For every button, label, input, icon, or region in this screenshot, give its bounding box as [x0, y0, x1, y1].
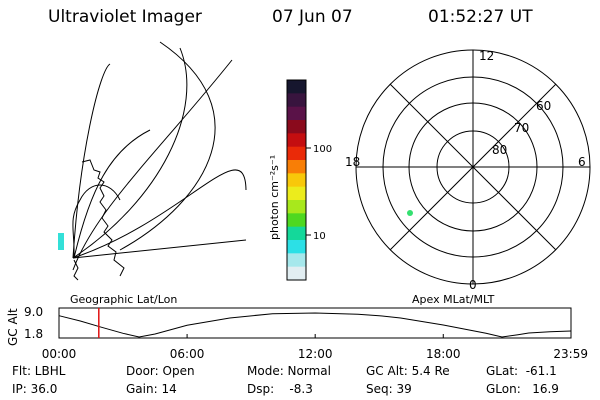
lat-circle-3: [72, 169, 247, 259]
y-tick-label-top: 9.0: [24, 305, 43, 319]
colorbar-cell: [287, 160, 306, 174]
colorbar-cell: [287, 266, 306, 281]
colorbar-cell: [287, 133, 306, 148]
colorbar-cell: [287, 120, 306, 134]
colorbar-cell: [287, 186, 306, 201]
meridian-2: [72, 239, 247, 259]
mlt-label-0: 0: [469, 278, 477, 292]
colorbar-tick-label-100: 100: [313, 144, 332, 155]
colorbar-cell: [287, 93, 306, 108]
coastline: [73, 159, 125, 281]
lat-label-70: 70: [514, 121, 529, 135]
aurora-emission: [58, 233, 64, 250]
lat-circle-4: [119, 41, 216, 251]
glat-value: GLat: -61.1: [486, 364, 557, 378]
mode-value: Mode: Normal: [247, 364, 331, 378]
observation-time: 01:52:27 UT: [428, 7, 533, 27]
x-tick-label: 06:00: [170, 347, 205, 361]
mlt-label-6: 6: [578, 155, 586, 169]
filter-value: Flt: LBHL: [12, 364, 66, 378]
colorbar-cell: [287, 253, 306, 268]
colorbar-cell: [287, 106, 306, 121]
lat-label-60: 60: [536, 99, 551, 113]
polar-panel-label: Apex MLat/MLT: [412, 293, 495, 306]
colorbar-cell: [287, 146, 306, 161]
colorbar-cell: [287, 173, 306, 188]
small-circle: [72, 184, 121, 259]
x-tick-label: 23:59: [553, 347, 588, 361]
colorbar-cell: [287, 226, 306, 241]
glon-value: GLon: 16.9: [486, 382, 559, 396]
y-axis-label: GC Alt: [6, 308, 20, 346]
x-tick-label: 00:00: [42, 347, 77, 361]
gc-alt-value: GC Alt: 5.4 Re: [366, 364, 450, 378]
chart-frame: [58, 307, 572, 339]
mlt-label-12: 12: [479, 49, 494, 63]
colorbar-frame: [286, 79, 307, 281]
geo-grid: [72, 41, 247, 271]
y-tick-label-bottom: 1.8: [24, 327, 43, 341]
meridian-1: [72, 59, 233, 271]
ip-value: IP: 36.0: [12, 382, 58, 396]
mlt-label-18: 18: [345, 155, 360, 169]
geo-panel-label: Geographic Lat/Lon: [70, 293, 178, 306]
x-tick-label: 18:00: [426, 347, 461, 361]
meridian-3: [73, 129, 151, 259]
instrument-title: Ultraviolet Imager: [48, 7, 202, 27]
dsp-value: Dsp: -8.3: [247, 382, 313, 396]
lat-label-80: 80: [492, 143, 507, 157]
lat-circle-2: [72, 47, 188, 259]
door-value: Door: Open: [126, 364, 195, 378]
polar-diagonal-2: [389, 83, 557, 251]
lat-circle-1: [72, 63, 111, 259]
gc-alt-series-line: [58, 312, 572, 338]
gain-value: Gain: 14: [126, 382, 177, 396]
colorbar-gradient: [287, 80, 306, 281]
seq-value: Seq: 39: [366, 382, 412, 396]
colorbar-tick-label-10: 10: [313, 231, 326, 242]
x-axis-ticks: 00:00 06:00 12:00 18:00 23:59: [42, 334, 588, 361]
colorbar-cell: [287, 200, 306, 214]
observation-date: 07 Jun 07: [272, 7, 353, 27]
colorbar-unit-label: photon cm⁻²s⁻¹: [268, 155, 281, 240]
x-tick-label: 12:00: [298, 347, 333, 361]
auroral-spot: [407, 210, 413, 216]
colorbar-cell: [287, 240, 306, 254]
colorbar-cell: [287, 80, 306, 94]
colorbar-cell: [287, 213, 306, 228]
